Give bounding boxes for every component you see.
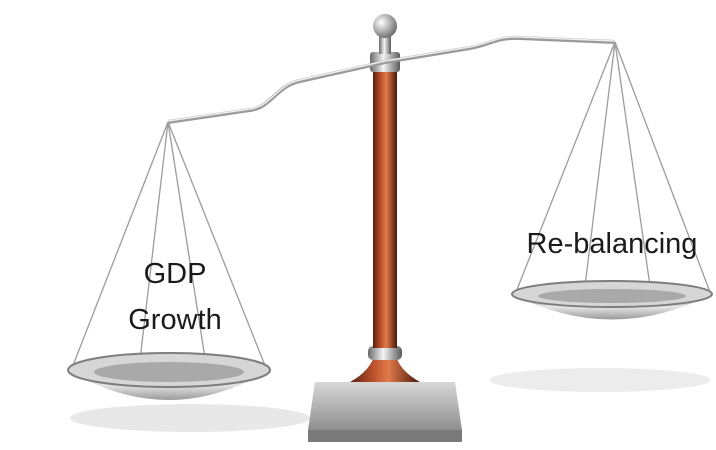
base-edge <box>308 430 462 442</box>
finial <box>373 14 397 38</box>
pillar-collar <box>368 346 402 360</box>
right-label: Re-balancing <box>527 228 698 260</box>
left-label: GDP <box>144 258 207 290</box>
left-pan-inner <box>94 362 244 382</box>
page: GDP Growth Re-balancing (() => { const d… <box>0 0 716 450</box>
pillar <box>373 72 397 348</box>
shadow <box>70 404 310 432</box>
base <box>308 382 462 430</box>
shadow <box>490 368 710 392</box>
balance-scale-image: GDP Growth Re-balancing <box>0 0 716 450</box>
left-label: Growth <box>128 304 221 336</box>
right-pan-inner <box>538 289 686 303</box>
